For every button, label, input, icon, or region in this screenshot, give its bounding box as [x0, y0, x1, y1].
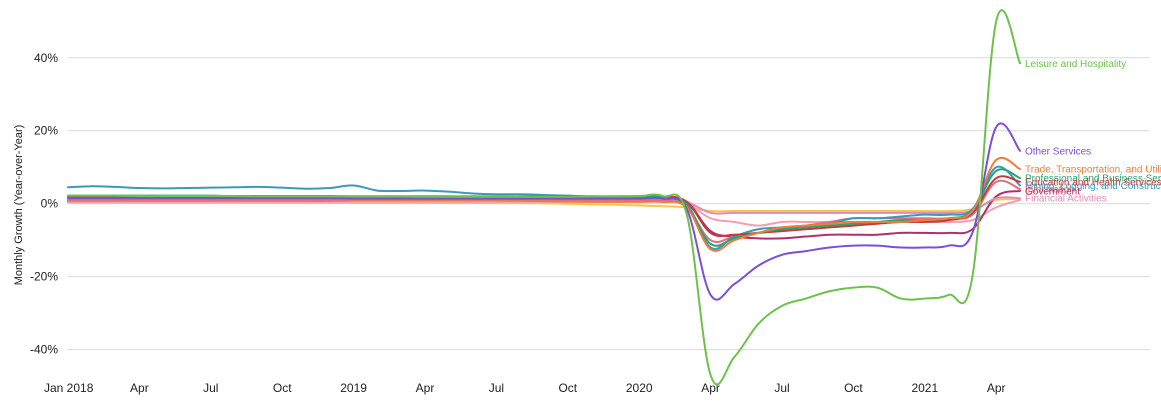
y-tick-label: -20%: [30, 270, 58, 284]
series-labels: Leisure and Hospitality Other Services Tra…: [1025, 59, 1161, 205]
x-tick-label: Apr: [987, 381, 1006, 395]
y-axis-ticks: 40% 20% 0% -20% -40%: [30, 51, 58, 357]
series-line: [67, 9, 1021, 386]
x-tick-label: Jul: [489, 381, 504, 395]
series-label: Other Services: [1025, 146, 1091, 157]
x-tick-label: Oct: [844, 381, 863, 395]
x-tick-label: Jan 2018: [44, 381, 94, 395]
x-tick-label: Apr: [416, 381, 435, 395]
series-label: Government: [1025, 186, 1080, 197]
y-tick-label: 20%: [34, 124, 58, 138]
series-line: [67, 156, 1021, 252]
series-label: Financial Activities: [1025, 194, 1107, 205]
series-label: Mining, Logging, and Construction: [1025, 181, 1161, 192]
series-label: Information: [1025, 185, 1075, 196]
series-lines: [67, 9, 1021, 386]
x-tick-label: Jul: [774, 381, 789, 395]
x-tick-label: Apr: [130, 381, 149, 395]
series-line: [67, 122, 1021, 301]
x-tick-label: 2020: [626, 381, 653, 395]
series-label: Professional and Business Services: [1025, 174, 1161, 185]
x-tick-label: Jul: [203, 381, 218, 395]
x-axis-ticks: Jan 2018 Apr Jul Oct 2019 Apr Jul Oct 2020 Apr Jul…: [44, 381, 1006, 395]
x-tick-label: 2021: [911, 381, 938, 395]
x-tick-label: Oct: [558, 381, 577, 395]
x-tick-label: Oct: [273, 381, 292, 395]
x-tick-label: 2019: [340, 381, 367, 395]
y-tick-label: -40%: [30, 343, 58, 357]
x-tick-label: Apr: [701, 381, 720, 395]
y-tick-label: 0%: [41, 197, 59, 211]
series-line: [67, 175, 1021, 238]
series-label: Education and Health Services: [1025, 177, 1161, 188]
series-line: [67, 165, 1021, 250]
y-tick-label: 40%: [34, 51, 58, 65]
y-axis-title: Monthly Growth (Year-over-Year): [13, 125, 25, 286]
series-label: Trade, Transportation, and Utilities: [1025, 165, 1161, 176]
series-label: Leisure and Hospitality: [1025, 59, 1126, 70]
